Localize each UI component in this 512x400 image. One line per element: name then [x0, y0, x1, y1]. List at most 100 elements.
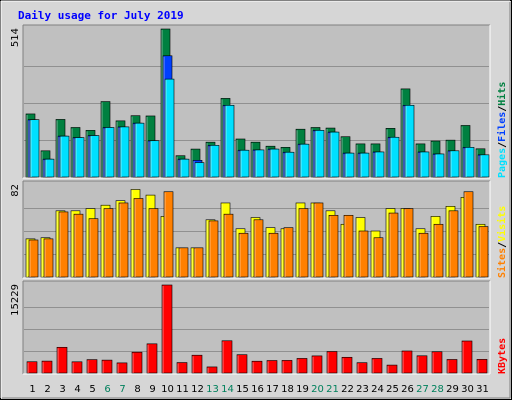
bar-sites-day-31 — [478, 226, 489, 278]
bar-sites-day-16-body — [253, 219, 264, 278]
bar-sites-day-5 — [88, 218, 99, 278]
bar-sites-day-1 — [28, 239, 39, 278]
bar-sites-day-6-body — [103, 208, 114, 278]
legend-entry: / — [497, 242, 508, 248]
bar-pages-day-1-body — [29, 119, 40, 178]
day-label-1: 1 — [29, 384, 35, 395]
bar-pages-day-23 — [359, 152, 370, 178]
bar-pages-day-11 — [179, 158, 190, 178]
bar-pages-day-4 — [74, 137, 85, 178]
day-label-9: 9 — [149, 384, 155, 395]
bar-sites-day-20 — [313, 202, 324, 278]
bar-kbytes-day-22 — [341, 356, 353, 374]
bar-pages-day-18 — [284, 151, 295, 178]
bar-pages-day-10 — [164, 78, 175, 178]
bar-kbytes-day-26-body — [401, 350, 413, 374]
bar-sites-day-11-body — [178, 247, 189, 278]
day-label-26: 26 — [401, 384, 414, 395]
bar-sites-day-21 — [328, 214, 339, 278]
bar-kbytes-day-5 — [86, 359, 98, 374]
bar-kbytes-day-9 — [146, 343, 158, 374]
day-label-27: 27 — [416, 384, 429, 395]
bar-kbytes-day-4 — [71, 361, 83, 374]
bar-sites-day-11 — [178, 247, 189, 278]
bar-pages-day-15 — [239, 149, 250, 178]
bar-sites-day-30-body — [463, 191, 474, 278]
bar-sites-day-10-body — [163, 191, 174, 278]
bar-kbytes-day-15-body — [236, 354, 248, 374]
bar-kbytes-day-18-body — [281, 360, 293, 374]
bars-visits-sites — [25, 189, 489, 278]
bar-pages-day-9-body — [149, 140, 160, 178]
day-label-30: 30 — [461, 384, 474, 395]
bar-sites-day-9 — [148, 208, 159, 278]
day-label-10: 10 — [161, 384, 174, 395]
bar-pages-day-5 — [89, 135, 100, 178]
bar-kbytes-day-11 — [176, 362, 188, 374]
bar-pages-day-25-body — [389, 136, 400, 178]
legend-entry: / — [497, 106, 508, 112]
bar-sites-day-24-body — [373, 237, 384, 278]
bar-kbytes-day-10 — [161, 284, 173, 374]
day-label-31: 31 — [476, 384, 489, 395]
bar-kbytes-day-3 — [56, 346, 68, 374]
day-label-20: 20 — [311, 384, 324, 395]
bar-pages-day-16 — [254, 149, 265, 178]
bar-sites-day-18-body — [283, 227, 294, 278]
bar-kbytes-day-5-body — [86, 359, 98, 374]
bar-sites-day-3-body — [58, 211, 69, 278]
bar-kbytes-day-13-body — [206, 366, 218, 374]
bar-kbytes-day-27-body — [416, 355, 428, 374]
day-label-4: 4 — [74, 384, 80, 395]
bar-kbytes-day-29 — [446, 359, 458, 374]
legend-entry: Files — [496, 112, 508, 142]
bar-pages-day-3-body — [59, 135, 70, 178]
bar-pages-day-30 — [464, 147, 475, 178]
bar-pages-day-5-body — [89, 135, 100, 178]
bar-sites-day-26-body — [403, 208, 414, 278]
day-label-12: 12 — [191, 384, 204, 395]
bar-kbytes-day-11-body — [176, 362, 188, 374]
day-label-22: 22 — [341, 384, 354, 395]
legend-entry: Sites — [496, 248, 508, 278]
bar-pages-day-13-body — [209, 145, 220, 178]
bar-kbytes-day-15 — [236, 354, 248, 374]
bars-kbytes — [26, 284, 488, 374]
bar-sites-day-2-body — [43, 238, 54, 278]
bar-pages-day-28 — [434, 153, 445, 178]
bar-sites-day-15 — [238, 232, 249, 278]
bar-pages-day-31 — [479, 154, 490, 178]
bar-sites-day-7 — [118, 202, 129, 278]
bar-pages-day-8 — [134, 122, 145, 178]
legend-entry: / — [497, 142, 508, 148]
bar-kbytes-day-27 — [416, 355, 428, 374]
bar-sites-day-7-body — [118, 202, 129, 278]
bar-sites-day-23-body — [358, 230, 369, 278]
bar-kbytes-day-31-body — [476, 359, 488, 374]
legend-visits-sites: Sites/Visits — [496, 206, 508, 278]
bar-kbytes-day-24-body — [371, 358, 383, 374]
bar-sites-day-24 — [373, 237, 384, 278]
bar-kbytes-day-14 — [221, 340, 233, 374]
bar-pages-day-23-body — [359, 152, 370, 178]
legend-hits-files-pages: Pages/Files/Hits — [496, 82, 508, 178]
bar-sites-day-9-body — [148, 208, 159, 278]
bar-kbytes-day-20-body — [311, 355, 323, 374]
bar-kbytes-day-12 — [191, 354, 203, 374]
day-label-17: 17 — [266, 384, 279, 395]
bar-kbytes-day-17-body — [266, 360, 278, 374]
bar-pages-day-28-body — [434, 153, 445, 178]
bar-sites-day-19 — [298, 208, 309, 278]
bar-pages-day-26-body — [404, 105, 415, 178]
day-label-15: 15 — [236, 384, 249, 395]
bar-kbytes-day-3-body — [56, 346, 68, 374]
bar-sites-day-19-body — [298, 208, 309, 278]
day-label-24: 24 — [371, 384, 384, 395]
chart-panels: 514Pages/Files/Hits82Sites/Visits15229KB… — [10, 24, 508, 375]
bar-kbytes-day-31 — [476, 359, 488, 374]
bar-pages-day-31-body — [479, 154, 490, 178]
bar-pages-day-15-body — [239, 149, 250, 178]
bar-pages-day-24 — [374, 151, 385, 178]
